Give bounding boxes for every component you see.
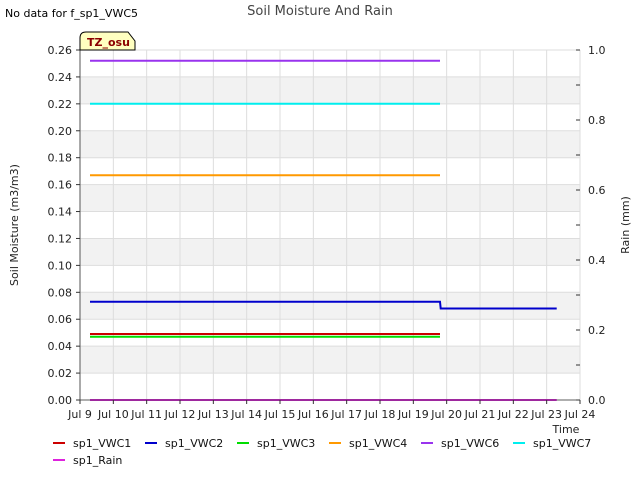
x-tick-label: Jul 14 bbox=[230, 408, 262, 421]
x-tick-label: Jul 23 bbox=[530, 408, 562, 421]
background-band bbox=[80, 184, 580, 212]
timezone-badge: TZ_osu bbox=[79, 31, 136, 51]
legend-label: sp1_VWC3 bbox=[257, 437, 315, 450]
background-band bbox=[80, 292, 580, 320]
x-axis-label: Time bbox=[552, 423, 580, 436]
y-tick-label: 0.12 bbox=[48, 232, 73, 245]
legend-label: sp1_VWC4 bbox=[349, 437, 407, 450]
x-tick-label: Jul 12 bbox=[164, 408, 196, 421]
y2-tick-label: 0.0 bbox=[588, 394, 606, 407]
legend-label: sp1_Rain bbox=[73, 454, 122, 467]
x-tick-label: Jul 19 bbox=[397, 408, 429, 421]
y-tick-label: 0.08 bbox=[48, 286, 73, 299]
x-tick-label: Jul 10 bbox=[97, 408, 129, 421]
background-band bbox=[80, 238, 580, 266]
gridlines bbox=[79, 49, 581, 401]
chart-title: Soil Moisture And Rain bbox=[247, 4, 393, 19]
y-tick-label: 0.22 bbox=[48, 98, 73, 111]
y2-axis-label: Rain (mm) bbox=[619, 196, 632, 254]
y-tick-label: 0.18 bbox=[48, 152, 73, 165]
legend: sp1_VWC1 sp1_VWC2 sp1_VWC3 sp1_VWC4 sp1_VWC6… bbox=[53, 437, 591, 467]
y-tick-label: 0.10 bbox=[48, 259, 73, 272]
y-tick-label: 0.04 bbox=[48, 340, 73, 353]
axes bbox=[79, 50, 580, 401]
y-tick-label: 0.20 bbox=[48, 125, 73, 138]
y2-axis-ticks: 0.0 0.2 0.4 0.6 0.8 1.0 bbox=[576, 44, 606, 407]
y2-tick-label: 1.0 bbox=[588, 44, 606, 57]
x-tick-label: Jul 9 bbox=[67, 408, 92, 421]
y-axis-label: Soil Moisture (m3/m3) bbox=[8, 164, 21, 286]
y-tick-label: 0.06 bbox=[48, 313, 73, 326]
x-tick-label: Jul 13 bbox=[197, 408, 229, 421]
y-tick-label: 0.00 bbox=[48, 394, 73, 407]
background-band bbox=[80, 76, 580, 104]
x-tick-label: Jul 22 bbox=[497, 408, 529, 421]
y-tick-label: 0.26 bbox=[48, 44, 73, 57]
x-axis-ticks: Jul 9 Jul 10 Jul 11 Jul 12 Jul 13 Jul 14 Jul 1… bbox=[67, 400, 595, 421]
background-band bbox=[80, 130, 580, 158]
x-tick-label: Jul 20 bbox=[430, 408, 462, 421]
legend-label: sp1_VWC6 bbox=[441, 437, 499, 450]
x-tick-label: Jul 21 bbox=[464, 408, 496, 421]
series-line-sp1_VWC2 bbox=[90, 300, 557, 310]
x-tick-label: Jul 24 bbox=[564, 408, 596, 421]
y2-tick-label: 0.4 bbox=[588, 254, 606, 267]
x-tick-label: Jul 16 bbox=[297, 408, 329, 421]
legend-label: sp1_VWC1 bbox=[73, 437, 131, 450]
plot-background-bands bbox=[80, 76, 580, 374]
timezone-badge-label: TZ_osu bbox=[87, 36, 130, 49]
x-tick-label: Jul 11 bbox=[130, 408, 162, 421]
x-tick-label: Jul 17 bbox=[330, 408, 362, 421]
y-tick-label: 0.14 bbox=[48, 206, 73, 219]
y2-tick-label: 0.8 bbox=[588, 114, 606, 127]
legend-label: sp1_VWC7 bbox=[533, 437, 591, 450]
y2-tick-label: 0.2 bbox=[588, 324, 606, 337]
y-tick-label: 0.02 bbox=[48, 367, 73, 380]
x-tick-label: Jul 18 bbox=[364, 408, 396, 421]
no-data-notice: No data for f_sp1_VWC5 bbox=[5, 7, 139, 20]
x-tick-label: Jul 15 bbox=[264, 408, 296, 421]
y-tick-label: 0.24 bbox=[48, 71, 73, 84]
y-axis-ticks: 0.00 0.02 0.04 0.06 0.08 0.10 0.12 0.14 0.16 0.18… bbox=[48, 44, 80, 407]
background-band bbox=[80, 346, 580, 374]
legend-label: sp1_VWC2 bbox=[165, 437, 223, 450]
y-tick-label: 0.16 bbox=[48, 179, 73, 192]
y2-tick-label: 0.6 bbox=[588, 184, 606, 197]
